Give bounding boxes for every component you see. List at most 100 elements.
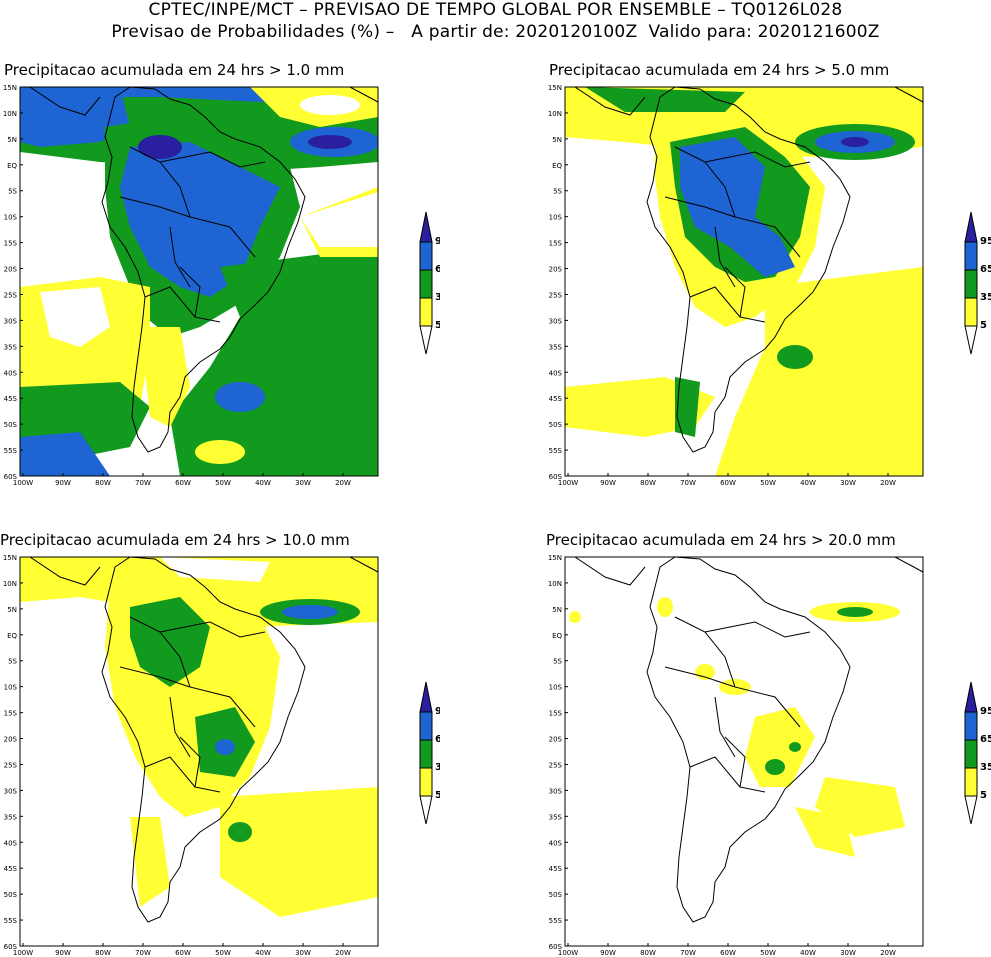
land-field xyxy=(675,377,700,437)
lat-label: 60S xyxy=(549,943,563,951)
ocean-field xyxy=(795,807,855,857)
lon-label: 20W xyxy=(880,949,896,957)
lon-label: 30W xyxy=(295,479,311,487)
map-panel-4: 15N 10N 5N EQ 5S 10S 15S 20S 25S 30S 35S 40S 45S 50S 5… xyxy=(548,554,991,957)
colorbar-segment xyxy=(964,739,978,769)
lat-label: 55S xyxy=(4,447,18,455)
probability-fields xyxy=(565,87,923,476)
lat-label: 50S xyxy=(4,421,18,429)
colorbar-label: 35 xyxy=(435,292,440,303)
lon-label: 70W xyxy=(135,949,151,957)
colorbar-label: 35 xyxy=(980,762,991,773)
lat-label: 30S xyxy=(549,787,563,795)
lat-label: 15N xyxy=(3,554,17,562)
country-border xyxy=(159,151,266,168)
lon-label: 50W xyxy=(215,949,231,957)
blob xyxy=(308,135,352,149)
country-border xyxy=(664,196,736,218)
colorbar-label: 95 xyxy=(980,706,991,717)
lon-label: 80W xyxy=(640,479,656,487)
blob xyxy=(569,611,581,623)
lat-label: 40S xyxy=(549,839,563,847)
lon-label: 50W xyxy=(760,479,776,487)
lat-label: 15S xyxy=(4,240,18,248)
map-panel-2: 15N 10N 5N EQ 5S 10S 15S 20S 25S 30S 35S 40S 45S 50S 5… xyxy=(548,84,991,487)
country-border xyxy=(664,666,736,688)
lat-label: 10S xyxy=(4,214,18,222)
blob xyxy=(228,822,252,842)
lon-label: 70W xyxy=(680,479,696,487)
colorbar-segment xyxy=(964,241,978,271)
lat-label: 40S xyxy=(549,369,563,377)
country-border xyxy=(169,696,191,758)
colorbar-bottom-arrow xyxy=(419,325,433,355)
lat-label: EQ xyxy=(7,632,17,640)
blob xyxy=(40,287,110,347)
country-border xyxy=(119,666,191,688)
colorbar-label: 5 xyxy=(435,790,440,801)
map-frame xyxy=(564,86,924,477)
colorbar-top-arrow xyxy=(964,681,978,713)
probability-fields xyxy=(20,557,378,946)
country-border xyxy=(674,146,801,258)
colorbar-segment xyxy=(419,269,433,299)
colorbar-label: 35 xyxy=(435,762,440,773)
colorbar-top-arrow xyxy=(419,211,433,243)
lat-label: 35S xyxy=(4,343,18,351)
country-border xyxy=(689,286,741,318)
colorbar-label: 95 xyxy=(435,236,440,247)
lat-label: 40S xyxy=(4,369,18,377)
lon-label: 40W xyxy=(800,949,816,957)
country-border xyxy=(714,696,736,758)
blob xyxy=(657,597,673,617)
lat-label: 15N xyxy=(548,84,562,92)
land-field xyxy=(130,817,170,907)
lat-label: 5N xyxy=(552,606,562,614)
country-border xyxy=(119,196,191,218)
country-border xyxy=(144,286,196,318)
lat-label: 5S xyxy=(553,658,562,666)
central-america-outline xyxy=(29,557,101,586)
africa-outline xyxy=(349,87,378,103)
country-border xyxy=(714,226,736,288)
lon-label: 50W xyxy=(760,949,776,957)
colorbar-label: 5 xyxy=(980,320,987,331)
lat-label: 50S xyxy=(4,891,18,899)
lat-label: 5S xyxy=(553,188,562,196)
lat-label: 60S xyxy=(4,943,18,951)
lon-label: 20W xyxy=(880,479,896,487)
lat-label: 15S xyxy=(549,710,563,718)
lon-label: 30W xyxy=(295,949,311,957)
lon-label: 40W xyxy=(255,949,271,957)
lat-label: 10S xyxy=(549,214,563,222)
colorbar-segment xyxy=(419,297,433,327)
south-america-outline xyxy=(101,557,306,923)
lat-label: 30S xyxy=(4,787,18,795)
lon-label: 80W xyxy=(95,479,111,487)
land-field xyxy=(140,327,190,427)
lat-label: 20S xyxy=(549,266,563,274)
colorbar: 95 65 35 5 xyxy=(419,681,440,825)
coastline xyxy=(29,557,378,923)
lat-label: EQ xyxy=(552,632,562,640)
lon-label: 20W xyxy=(335,949,351,957)
lon-label: 60W xyxy=(720,479,736,487)
blob xyxy=(138,135,182,159)
central-america-outline xyxy=(29,87,101,116)
blob xyxy=(300,95,360,115)
lat-label: 5N xyxy=(552,136,562,144)
lon-label: 80W xyxy=(95,949,111,957)
country-border xyxy=(179,736,221,793)
country-border xyxy=(179,266,221,323)
coastline xyxy=(574,87,923,453)
header-subtitle: Previsao de Probabilidades (%) – A parti… xyxy=(111,22,880,42)
africa-outline xyxy=(894,557,923,573)
lat-label: 5S xyxy=(8,188,17,196)
lat-label: EQ xyxy=(552,162,562,170)
lat-label: EQ xyxy=(7,162,17,170)
lon-label: 90W xyxy=(600,479,616,487)
lat-label: 15S xyxy=(4,710,18,718)
colorbar-segment xyxy=(964,297,978,327)
country-border xyxy=(129,146,256,258)
probability-fields xyxy=(20,87,378,476)
